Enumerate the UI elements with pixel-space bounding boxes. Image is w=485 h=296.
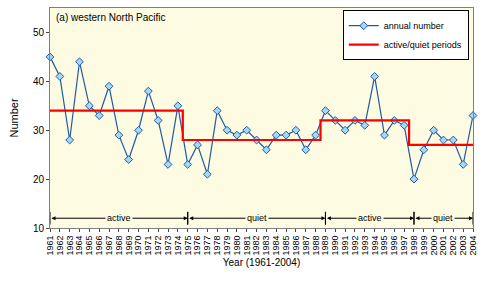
svg-text:10: 10	[33, 223, 45, 234]
svg-text:1995: 1995	[379, 236, 389, 256]
svg-text:1989: 1989	[320, 236, 330, 256]
svg-text:quiet: quiet	[247, 213, 267, 223]
svg-text:1961: 1961	[45, 236, 55, 256]
svg-text:1988: 1988	[311, 236, 321, 256]
svg-text:30: 30	[33, 125, 45, 136]
svg-text:2000: 2000	[429, 236, 439, 256]
svg-text:1964: 1964	[74, 236, 84, 256]
svg-text:1982: 1982	[252, 236, 262, 256]
svg-text:1987: 1987	[301, 236, 311, 256]
svg-text:1986: 1986	[291, 236, 301, 256]
svg-text:1990: 1990	[330, 236, 340, 256]
svg-text:annual number: annual number	[384, 21, 444, 31]
svg-text:(a) western North Pacific: (a) western North Pacific	[56, 12, 165, 23]
svg-text:2001: 2001	[438, 236, 448, 256]
svg-text:40: 40	[33, 76, 45, 87]
svg-text:1992: 1992	[350, 236, 360, 256]
svg-text:1979: 1979	[222, 236, 232, 256]
svg-text:1963: 1963	[65, 236, 75, 256]
svg-text:active: active	[107, 213, 131, 223]
svg-text:1967: 1967	[104, 236, 114, 256]
svg-text:1962: 1962	[55, 236, 65, 256]
svg-text:active/quiet periods: active/quiet periods	[384, 40, 462, 50]
svg-text:2002: 2002	[448, 236, 458, 256]
svg-text:20: 20	[33, 174, 45, 185]
svg-text:1977: 1977	[202, 236, 212, 256]
svg-text:1974: 1974	[173, 236, 183, 256]
svg-text:1972: 1972	[153, 236, 163, 256]
svg-text:1997: 1997	[399, 236, 409, 256]
svg-text:1994: 1994	[370, 236, 380, 256]
svg-text:1978: 1978	[212, 236, 222, 256]
svg-text:1998: 1998	[409, 236, 419, 256]
svg-text:1975: 1975	[183, 236, 193, 256]
svg-text:1991: 1991	[340, 236, 350, 256]
svg-text:1969: 1969	[124, 236, 134, 256]
svg-text:50: 50	[33, 27, 45, 38]
svg-text:1971: 1971	[143, 236, 153, 256]
svg-text:1996: 1996	[389, 236, 399, 256]
svg-text:1980: 1980	[232, 236, 242, 256]
svg-text:1968: 1968	[114, 236, 124, 256]
svg-text:active: active	[358, 213, 382, 223]
svg-text:quiet: quiet	[433, 213, 453, 223]
svg-text:1966: 1966	[94, 236, 104, 256]
svg-text:1970: 1970	[133, 236, 143, 256]
svg-text:1985: 1985	[281, 236, 291, 256]
svg-text:Year (1961-2004): Year (1961-2004)	[223, 257, 300, 268]
svg-text:1999: 1999	[419, 236, 429, 256]
svg-text:2004: 2004	[468, 236, 478, 256]
svg-text:1965: 1965	[84, 236, 94, 256]
svg-text:Number: Number	[8, 98, 20, 137]
svg-text:1981: 1981	[242, 236, 252, 256]
svg-text:1973: 1973	[163, 236, 173, 256]
svg-text:1993: 1993	[360, 236, 370, 256]
svg-text:1976: 1976	[192, 236, 202, 256]
svg-text:1983: 1983	[261, 236, 271, 256]
svg-text:1984: 1984	[271, 236, 281, 256]
svg-text:2003: 2003	[458, 236, 468, 256]
